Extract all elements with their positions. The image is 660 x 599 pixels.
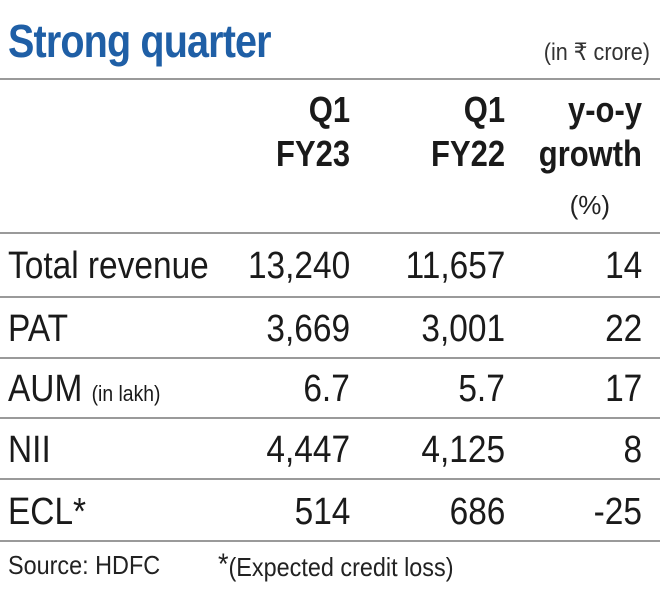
header-growth: y-o-y growth <box>539 88 642 176</box>
row-label: Total revenue <box>8 245 209 287</box>
table-title: Strong quarter <box>8 15 272 67</box>
header-q1-fy23-line2: FY23 <box>275 133 350 174</box>
header-growth-line1: y-o-y <box>568 89 642 130</box>
row-label: NII <box>8 429 51 471</box>
cell-growth: 22 <box>604 308 642 350</box>
header-q1-fy23-line1: Q1 <box>308 89 350 130</box>
cell-growth: 17 <box>604 368 642 410</box>
cell-q1fy22: 5.7 <box>458 368 505 410</box>
cell-growth: 14 <box>604 245 642 287</box>
table-row: PAT 3,669 3,001 22 <box>0 299 660 359</box>
bottom-rule <box>0 540 660 542</box>
cell-q1fy22: 3,001 <box>421 308 505 350</box>
cell-q1fy23: 514 <box>294 491 350 533</box>
header-growth-unit: (%) <box>569 190 610 220</box>
cell-q1fy22: 686 <box>449 491 505 533</box>
row-label: ECL* <box>8 491 87 533</box>
header-q1-fy22-line1: Q1 <box>463 89 505 130</box>
cell-q1fy23: 3,669 <box>266 308 350 350</box>
header-rule <box>0 232 660 234</box>
cell-q1fy23: 4,447 <box>266 429 350 471</box>
top-rule <box>0 78 660 80</box>
header-q1-fy22-line2: FY22 <box>430 133 505 174</box>
row-label: PAT <box>8 308 69 350</box>
row-label-sub: (in lakh) <box>91 381 161 406</box>
cell-q1fy23: 13,240 <box>247 245 350 287</box>
unit-note: (in ₹ crore) <box>543 39 650 66</box>
table-row: NII 4,447 4,125 8 <box>0 420 660 480</box>
row-divider <box>0 478 660 480</box>
table-row: Total revenue 13,240 11,657 14 <box>0 236 660 296</box>
table-row: AUM (in lakh) 6.7 5.7 17 <box>0 359 660 419</box>
row-divider <box>0 357 660 359</box>
cell-growth: -25 <box>593 491 642 533</box>
cell-q1fy22: 4,125 <box>421 429 505 471</box>
cell-q1fy22: 11,657 <box>405 245 505 287</box>
cell-q1fy23: 6.7 <box>303 368 350 410</box>
row-divider <box>0 417 660 419</box>
header-q1-fy22: Q1 FY22 <box>431 88 505 176</box>
header-q1-fy23: Q1 FY23 <box>276 88 350 176</box>
row-divider <box>0 296 660 298</box>
table-row: ECL* 514 686 -25 <box>0 482 660 542</box>
header-growth-line2: growth <box>538 133 642 174</box>
cell-growth: 8 <box>623 429 642 471</box>
footnote-asterisk: * <box>218 548 229 581</box>
footnote-text: (Expected credit loss) <box>228 552 454 582</box>
footnote: *(Expected credit loss) <box>218 548 454 583</box>
source-note: Source: HDFC <box>8 550 161 580</box>
row-label: AUM (in lakh) <box>8 368 161 410</box>
